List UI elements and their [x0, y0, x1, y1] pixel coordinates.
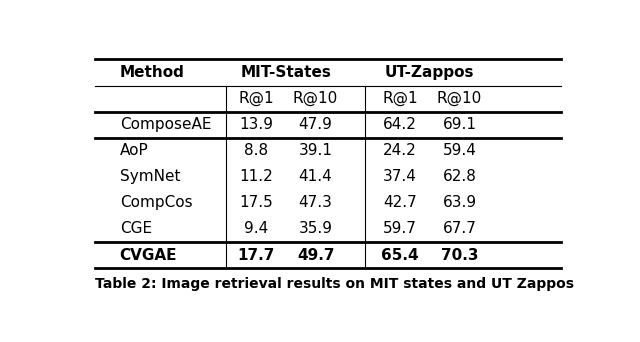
Text: 39.1: 39.1 [299, 143, 333, 158]
Text: 49.7: 49.7 [297, 248, 334, 263]
Text: ComposeAE: ComposeAE [120, 117, 211, 132]
Text: 11.2: 11.2 [239, 169, 273, 184]
Text: 62.8: 62.8 [442, 169, 476, 184]
Text: UT-Zappos: UT-Zappos [385, 65, 474, 80]
Text: R@1: R@1 [382, 91, 418, 106]
Text: CompCos: CompCos [120, 195, 192, 210]
Text: CGE: CGE [120, 221, 152, 236]
Text: 24.2: 24.2 [383, 143, 417, 158]
Text: 17.7: 17.7 [237, 248, 275, 263]
Text: 65.4: 65.4 [381, 248, 419, 263]
Text: R@1: R@1 [238, 91, 274, 106]
Text: 42.7: 42.7 [383, 195, 417, 210]
Text: 13.9: 13.9 [239, 117, 273, 132]
Text: 35.9: 35.9 [299, 221, 333, 236]
Text: R@10: R@10 [293, 91, 338, 106]
Text: Method: Method [120, 65, 184, 80]
Text: 47.9: 47.9 [299, 117, 333, 132]
Text: R@10: R@10 [437, 91, 482, 106]
Text: 37.4: 37.4 [383, 169, 417, 184]
Text: CVGAE: CVGAE [120, 248, 177, 263]
Text: 47.3: 47.3 [299, 195, 333, 210]
Text: 67.7: 67.7 [442, 221, 476, 236]
Text: 17.5: 17.5 [239, 195, 273, 210]
Text: 41.4: 41.4 [299, 169, 332, 184]
Text: 59.4: 59.4 [442, 143, 476, 158]
Text: SymNet: SymNet [120, 169, 180, 184]
Text: AoP: AoP [120, 143, 148, 158]
Text: 9.4: 9.4 [244, 221, 268, 236]
Text: 8.8: 8.8 [244, 143, 268, 158]
Text: 59.7: 59.7 [383, 221, 417, 236]
Text: 69.1: 69.1 [442, 117, 476, 132]
Text: 70.3: 70.3 [441, 248, 478, 263]
Text: 63.9: 63.9 [442, 195, 477, 210]
Text: 64.2: 64.2 [383, 117, 417, 132]
Text: MIT-States: MIT-States [241, 65, 332, 80]
Text: Table 2: Image retrieval results on MIT states and UT Zappos: Table 2: Image retrieval results on MIT … [95, 277, 574, 291]
